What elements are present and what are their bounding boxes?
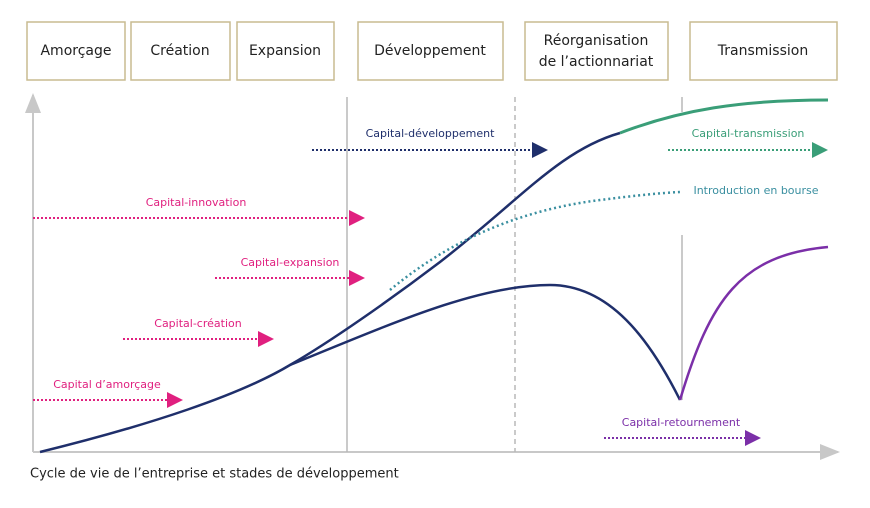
arrow-label: Capital-développement <box>366 127 496 140</box>
curve-label: Introduction en bourse <box>693 184 818 197</box>
stage-label: Réorganisation <box>544 33 649 49</box>
decline-curve <box>289 283 682 401</box>
stage-box <box>236 21 335 81</box>
transmission-curve <box>619 98 829 135</box>
stage-box <box>130 21 231 81</box>
stage-label: Transmission <box>717 43 808 59</box>
arrow-label: Capital-création <box>154 317 241 330</box>
caption: Cycle de vie de l’entreprise et stades d… <box>30 467 399 482</box>
arrow-label: Capital-retournement <box>622 416 741 429</box>
stage-label: Développement <box>374 43 486 59</box>
arrows <box>33 142 828 446</box>
arrow-label: Capital d’amorçage <box>53 378 161 391</box>
stage-box <box>689 21 838 81</box>
turnaround-curve <box>678 245 829 401</box>
stage-boxes: Amorçage Création Expansion Développemen… <box>26 21 838 81</box>
stage-box <box>26 21 126 81</box>
stage-label: de l’actionnariat <box>539 54 654 70</box>
growth-curve <box>39 131 621 454</box>
arrow-label: Capital-transmission <box>692 127 805 140</box>
stage-label: Amorçage <box>40 43 111 59</box>
ipo-curve <box>389 190 681 291</box>
stage-label: Expansion <box>249 43 321 59</box>
stage-label: Création <box>150 43 209 59</box>
arrow-label: Capital-innovation <box>146 196 247 209</box>
arrow-label: Capital-expansion <box>241 256 340 269</box>
stage-box <box>524 21 669 81</box>
stage-box <box>357 21 504 81</box>
